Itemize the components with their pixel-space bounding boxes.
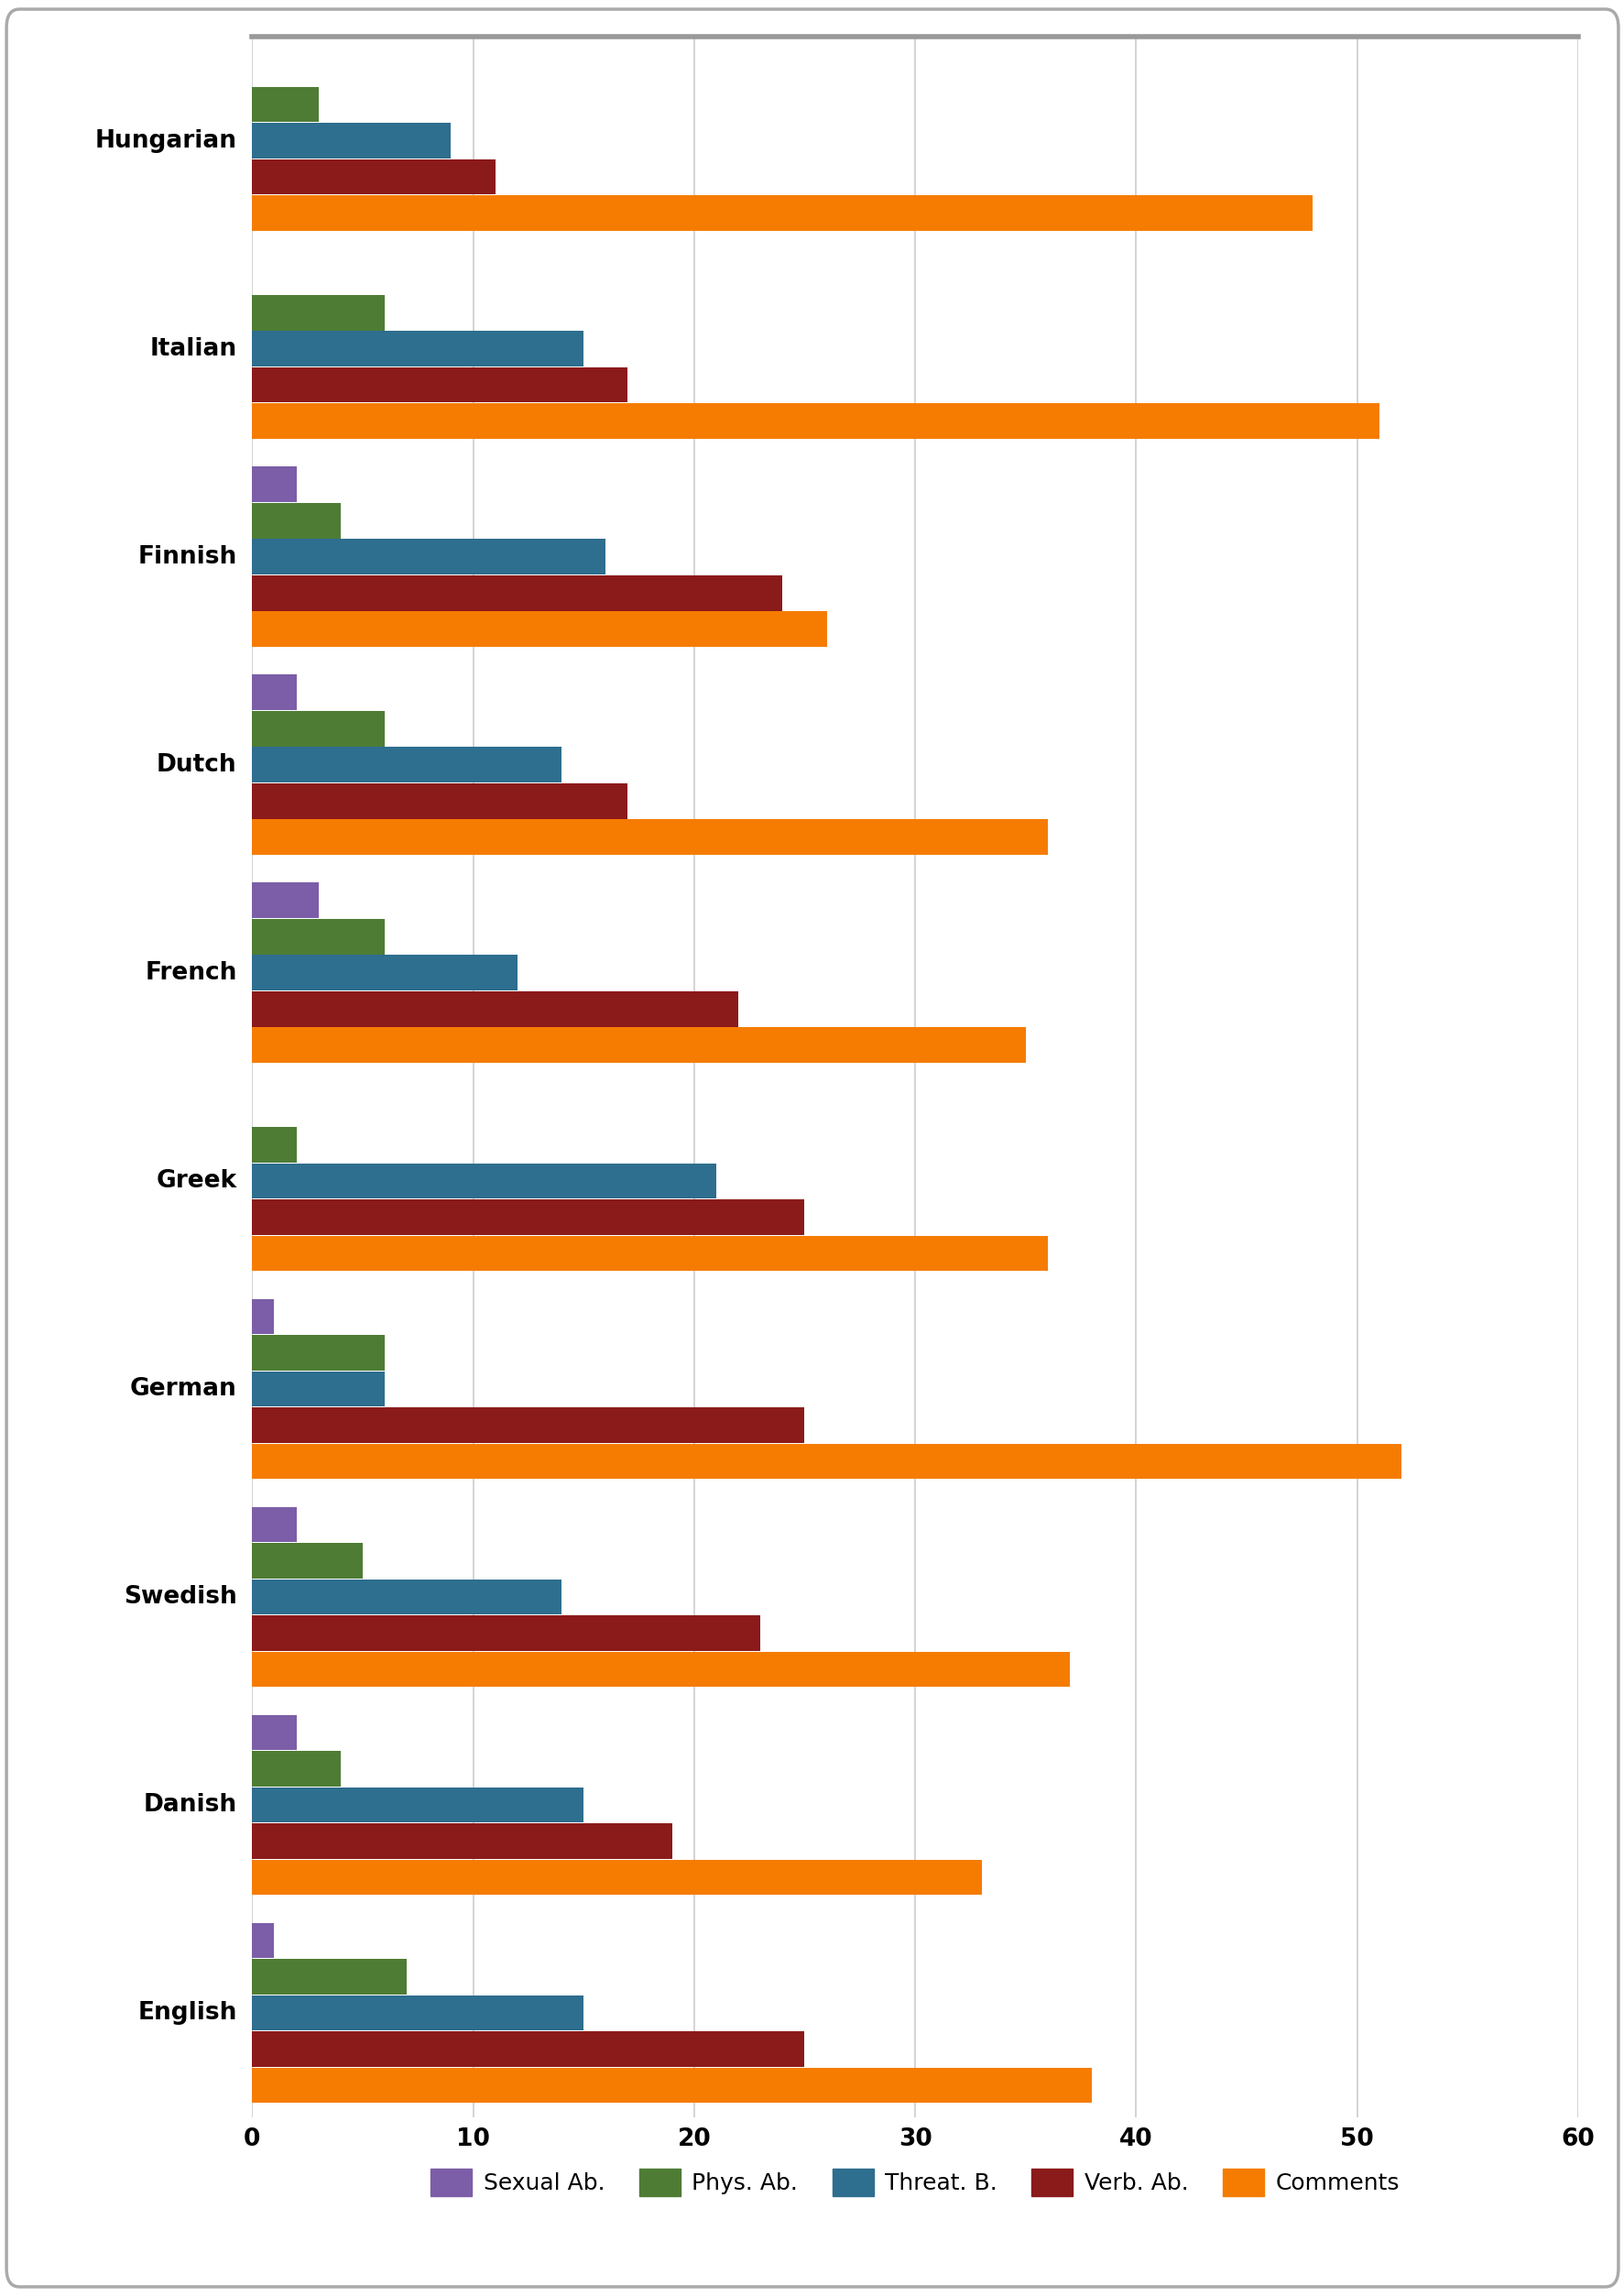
Bar [252, 611, 827, 647]
Bar [252, 1651, 1069, 1688]
Bar [252, 540, 606, 574]
Bar [252, 158, 495, 195]
Bar [252, 2032, 804, 2066]
Bar [252, 1958, 406, 1995]
Bar [252, 1752, 341, 1786]
Bar [252, 294, 385, 331]
Bar [252, 1235, 1047, 1272]
Bar [252, 1616, 760, 1651]
Bar [252, 367, 627, 402]
Bar [252, 1371, 385, 1407]
Bar [252, 1924, 274, 1958]
Bar [252, 503, 341, 537]
Bar [252, 1407, 804, 1442]
Bar [252, 1823, 672, 1860]
Bar [252, 1444, 1400, 1479]
Bar [252, 1543, 362, 1577]
Bar [252, 1786, 583, 1823]
Bar [252, 882, 318, 918]
Bar [252, 1199, 804, 1235]
Bar [252, 1580, 562, 1614]
Bar [252, 124, 451, 158]
Bar [252, 1860, 981, 1894]
Bar [252, 466, 296, 503]
Bar [252, 195, 1312, 232]
Bar [252, 1715, 296, 1750]
Bar [252, 1300, 274, 1334]
Bar [252, 712, 385, 746]
Bar [252, 576, 783, 611]
Bar [252, 404, 1379, 439]
Bar [252, 1029, 1025, 1063]
Bar [252, 87, 318, 122]
Legend: Sexual Ab., Phys. Ab., Threat. B., Verb. Ab., Comments: Sexual Ab., Phys. Ab., Threat. B., Verb.… [421, 2158, 1408, 2206]
Bar [252, 1506, 296, 1543]
Bar [252, 331, 583, 367]
Bar [252, 1995, 583, 2030]
Bar [252, 2069, 1091, 2103]
Bar [252, 992, 737, 1026]
Bar [252, 783, 627, 820]
Bar [252, 955, 516, 990]
Bar [252, 820, 1047, 854]
Bar [252, 1127, 296, 1162]
Bar [252, 1164, 716, 1199]
Bar [252, 746, 562, 783]
Bar [252, 675, 296, 709]
Bar [252, 1334, 385, 1371]
Bar [252, 918, 385, 955]
